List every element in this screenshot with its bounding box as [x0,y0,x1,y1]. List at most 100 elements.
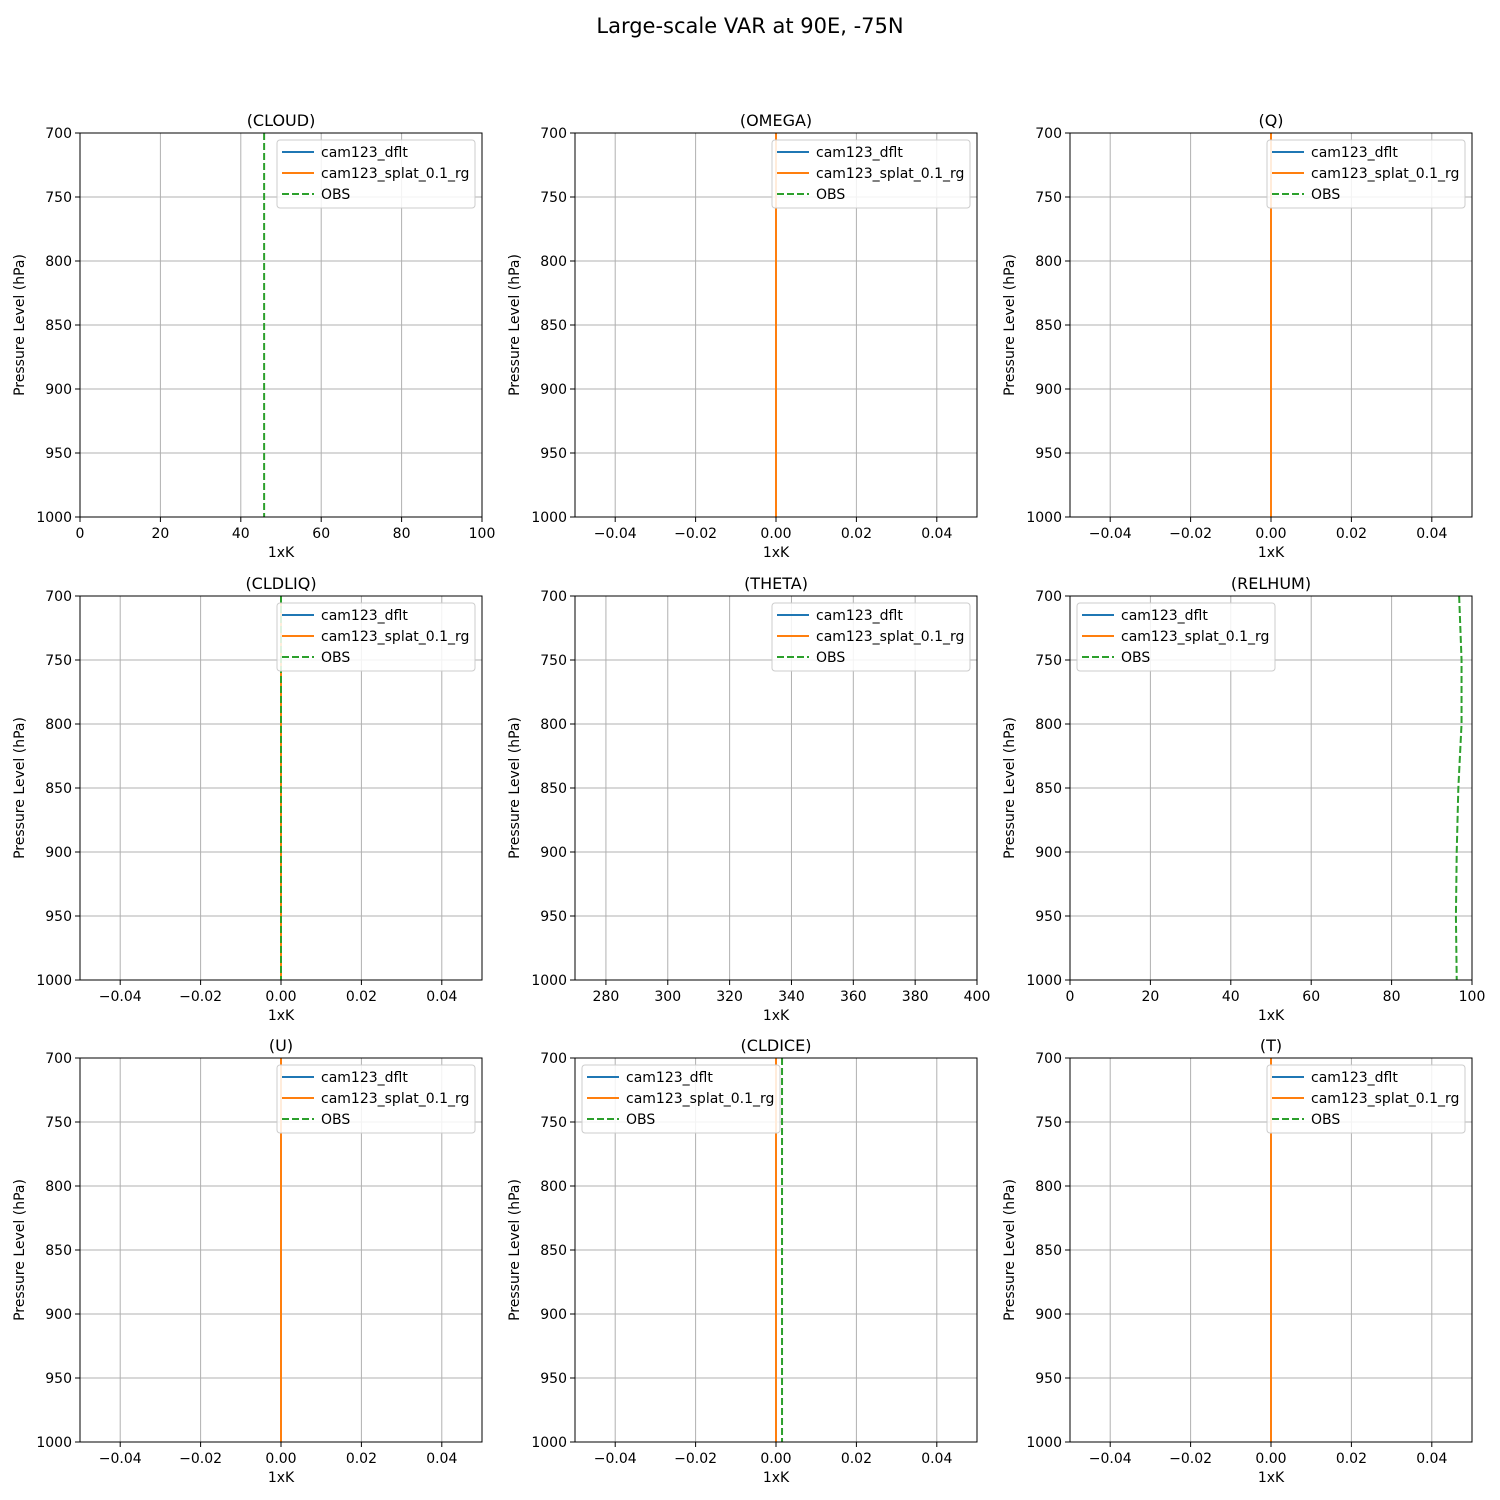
y-tick-label: 800 [45,254,72,270]
y-tick-label: 750 [45,1115,72,1131]
x-tick-label: 0.04 [1416,1451,1447,1467]
subplot-cloud: 0 20 40 60 80 100 700 750 800 850 900 950 1000 (CLOUD… [12,111,495,561]
x-tick-label: 0.02 [346,1451,377,1467]
x-tick-label: 100 [469,526,496,542]
x-tick-label: 380 [902,989,929,1005]
legend-label: cam123_splat_0.1_rg [321,166,469,182]
y-tick-label: 1000 [531,510,567,526]
legend-box [1266,139,1466,209]
y-axis-label: Pressure Level (hPa) [1002,717,1018,859]
y-axis-label: Pressure Level (hPa) [1002,1179,1018,1321]
x-tick-label: 0.04 [426,989,457,1005]
legend-label: OBS [816,650,845,666]
x-tick-label: −0.02 [1169,526,1212,542]
y-axis-label: Pressure Level (hPa) [12,717,28,859]
legend-label: OBS [1311,1112,1340,1128]
legend-box [581,1064,781,1134]
x-tick-label: 300 [654,989,681,1005]
y-tick-label: 700 [540,126,567,142]
legend: cam123_dflt cam123_splat_0.1_rg OBS [771,139,971,209]
y-tick-label: 750 [1035,1115,1062,1131]
legend-label: cam123_dflt [1311,145,1398,161]
legend-label: cam123_splat_0.1_rg [816,629,964,645]
y-tick-label: 800 [1035,254,1062,270]
legend-label: OBS [321,187,350,203]
subplot-title: (OMEGA) [740,111,812,130]
y-axis-label: Pressure Level (hPa) [507,254,523,396]
x-tick-label: 340 [778,989,805,1005]
y-tick-label: 900 [1035,382,1062,398]
subplot-theta: 280 300 320 340 360 380 400 700 750 800 850 900 950 1… [507,574,990,1024]
legend-box [771,139,971,209]
y-tick-label: 850 [45,1243,72,1259]
legend: cam123_dflt cam123_splat_0.1_rg OBS [771,602,971,672]
x-tick-label: 0.00 [760,526,791,542]
legend: cam123_dflt cam123_splat_0.1_rg OBS [276,139,476,209]
y-axis-label: Pressure Level (hPa) [507,717,523,859]
y-axis-label: Pressure Level (hPa) [12,254,28,396]
y-tick-label: 950 [540,909,567,925]
x-tick-label: 60 [312,526,330,542]
subplot-relhum: 0 20 40 60 80 100 700 750 800 850 900 950 1000 (RELHU… [1002,574,1485,1024]
x-tick-label: −0.02 [674,526,717,542]
y-tick-label: 700 [540,589,567,605]
x-tick-label: 0 [1066,989,1075,1005]
x-tick-label: 360 [840,989,867,1005]
subplot-cldliq: −0.04 −0.02 0.00 0.02 0.04 700 750 800 850 900 950… [12,574,483,1024]
subplot-title: (CLDLIQ) [245,574,316,593]
legend-label: OBS [1311,187,1340,203]
y-tick-label: 1000 [36,973,72,989]
subplot-title: (RELHUM) [1231,574,1311,593]
legend-label: OBS [1121,650,1150,666]
y-tick-label: 850 [45,781,72,797]
subplot-cldice: −0.04 −0.02 0.00 0.02 0.04 700 750 800 850 900 950… [507,1036,978,1486]
y-tick-label: 800 [45,717,72,733]
legend-box [1266,1064,1466,1134]
y-tick-label: 900 [540,382,567,398]
legend-label: cam123_splat_0.1_rg [626,1091,774,1107]
y-axis-label: Pressure Level (hPa) [12,1179,28,1321]
y-tick-label: 1000 [36,510,72,526]
y-tick-label: 800 [540,1179,567,1195]
x-tick-label: 0 [76,526,85,542]
legend-label: cam123_dflt [816,145,903,161]
y-tick-label: 800 [540,254,567,270]
x-tick-label: 0.02 [841,1451,872,1467]
y-tick-label: 850 [540,318,567,334]
y-tick-label: 800 [1035,1179,1062,1195]
legend-label: OBS [816,187,845,203]
y-tick-label: 1000 [1026,973,1062,989]
x-tick-label: 0.00 [265,989,296,1005]
legend-label: cam123_splat_0.1_rg [321,1091,469,1107]
y-tick-label: 900 [1035,1307,1062,1323]
legend-label: cam123_dflt [321,608,408,624]
legend-label: cam123_splat_0.1_rg [816,166,964,182]
y-tick-label: 900 [540,1307,567,1323]
legend-label: OBS [321,650,350,666]
legend-label: cam123_dflt [1121,608,1208,624]
legend-label: cam123_dflt [321,1070,408,1086]
y-tick-label: 750 [540,190,567,206]
legend-label: cam123_splat_0.1_rg [1311,166,1459,182]
x-tick-label: 80 [393,526,411,542]
y-tick-label: 700 [45,589,72,605]
subplot-title: (CLOUD) [247,111,316,130]
legend-label: OBS [626,1112,655,1128]
x-axis-label: 1xK [763,1470,790,1486]
y-tick-label: 950 [1035,446,1062,462]
y-tick-label: 950 [1035,909,1062,925]
x-tick-label: 20 [151,526,169,542]
x-tick-label: 0.00 [760,1451,791,1467]
y-tick-label: 700 [1035,1051,1062,1067]
y-tick-label: 800 [1035,717,1062,733]
legend-box [276,1064,476,1134]
x-tick-label: 0.04 [1416,526,1447,542]
x-tick-label: 0.00 [1255,1451,1286,1467]
subplot-t: −0.04 −0.02 0.00 0.02 0.04 700 750 800 850 900 950… [1002,1036,1473,1486]
x-tick-label: −0.02 [179,1451,222,1467]
y-tick-label: 800 [540,717,567,733]
x-tick-label: 0.04 [426,1451,457,1467]
legend: cam123_dflt cam123_splat_0.1_rg OBS [1076,602,1276,672]
legend-label: cam123_splat_0.1_rg [321,629,469,645]
